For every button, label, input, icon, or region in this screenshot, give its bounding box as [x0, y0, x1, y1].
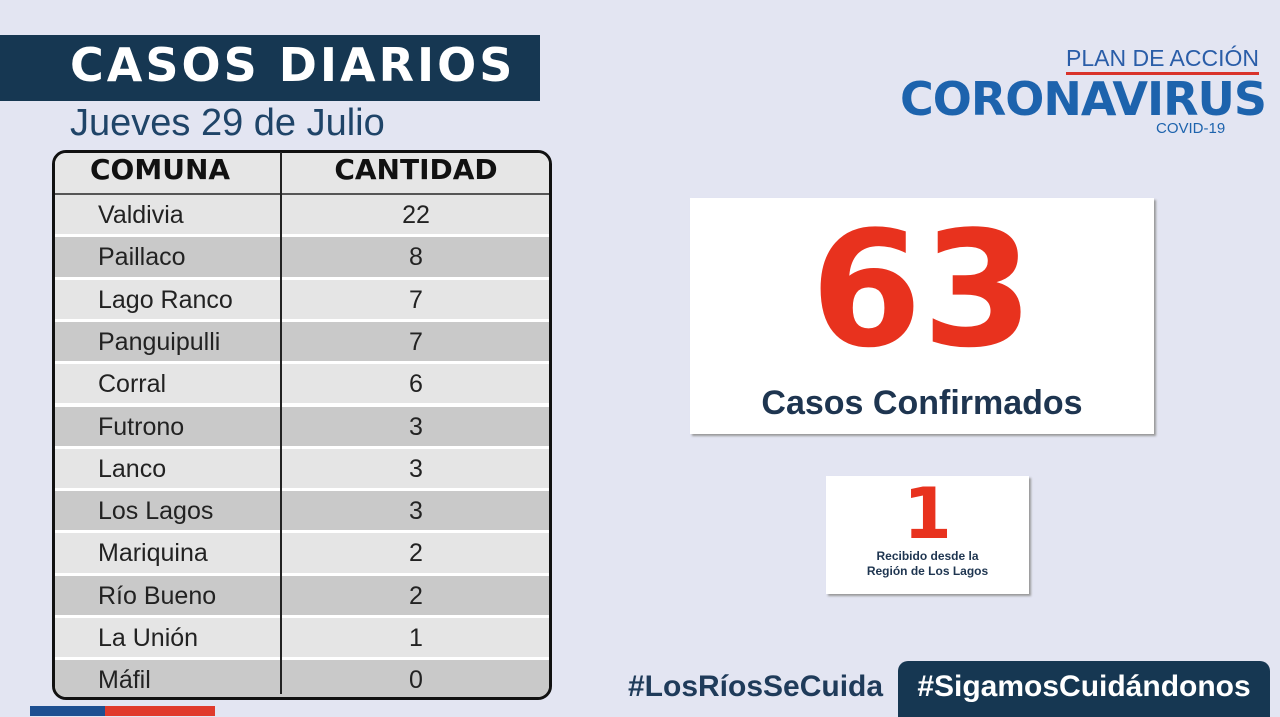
table: COMUNA CANTIDAD Valdivia 22 Paillaco 8 Lago Ra… — [52, 150, 552, 700]
column-header: COMUNA — [90, 153, 231, 186]
total: 63 — [810, 196, 1034, 383]
hashtag-box — [898, 661, 1270, 717]
table-row: Los Lagos 3 — [55, 491, 549, 531]
cantidad: 3 — [409, 454, 423, 483]
cantidad: 8 — [409, 243, 423, 272]
cantidad: 2 — [409, 581, 423, 610]
header-row: COMUNA CANTIDAD — [55, 153, 549, 195]
cantidad: 22 — [402, 201, 430, 229]
column-header: CANTIDAD — [334, 153, 498, 186]
comuna: Panguipulli — [98, 327, 221, 356]
title-bar — [0, 35, 540, 101]
cantidad: 7 — [409, 285, 423, 314]
imported-line: Región de Los Lagos — [866, 564, 989, 578]
hashtag: #SigamosCuidándonos — [917, 670, 1251, 703]
hashtag: #LosRíosSeCuida — [628, 670, 884, 703]
table-row: Mariquina 2 — [55, 533, 549, 573]
comuna: Corral — [98, 370, 167, 399]
comuna: La Unión — [98, 624, 199, 652]
table-row: Lago Ranco 7 — [55, 279, 549, 319]
table-row: Valdivia 22 — [55, 195, 549, 235]
table-row: Lanco 3 — [55, 448, 549, 489]
table-row: Futrono 3 — [55, 406, 549, 446]
imported-box — [826, 476, 1029, 594]
comuna: Futrono — [98, 412, 185, 441]
imported-line: Recibido desde la — [876, 549, 979, 563]
column-divider — [280, 152, 282, 694]
total-label: Casos Confirmados — [761, 384, 1083, 422]
logo-sub: COVID-19 — [1156, 120, 1226, 137]
cantidad: 7 — [409, 327, 423, 356]
logo-main: CORONAVIRUS — [900, 72, 1267, 126]
comuna: Los Lagos — [98, 497, 214, 526]
accent-bar — [30, 706, 105, 716]
table-row: Máfil 0 — [55, 660, 549, 697]
comuna: Paillaco — [98, 243, 186, 272]
table-row: La Unión 1 — [55, 618, 549, 658]
cantidad: 3 — [409, 412, 423, 441]
comuna: Valdivia — [98, 201, 184, 229]
table-row: Corral 6 — [55, 364, 549, 404]
imported-count: 1 — [903, 473, 952, 555]
comuna: Lanco — [98, 454, 167, 483]
comuna: Máfil — [98, 666, 151, 695]
table-row: Panguipulli 7 — [55, 321, 549, 362]
table-row: Río Bueno 2 — [55, 575, 549, 615]
subtitle: Jueves 29 de Julio — [70, 102, 385, 144]
comuna: Lago Ranco — [98, 285, 233, 314]
cantidad: 0 — [409, 666, 423, 695]
total-box — [690, 198, 1154, 434]
comuna: Río Bueno — [98, 581, 217, 610]
comuna: Mariquina — [98, 539, 208, 568]
accent-bar — [105, 706, 215, 716]
logo-top: PLAN DE ACCIÓN — [1066, 45, 1259, 75]
cantidad: 3 — [409, 497, 423, 526]
cantidad: 2 — [409, 539, 423, 568]
title: CASOS DIARIOS — [70, 38, 516, 92]
cantidad: 6 — [409, 370, 423, 399]
table-row: Paillaco 8 — [55, 237, 549, 277]
cantidad: 1 — [409, 624, 423, 652]
